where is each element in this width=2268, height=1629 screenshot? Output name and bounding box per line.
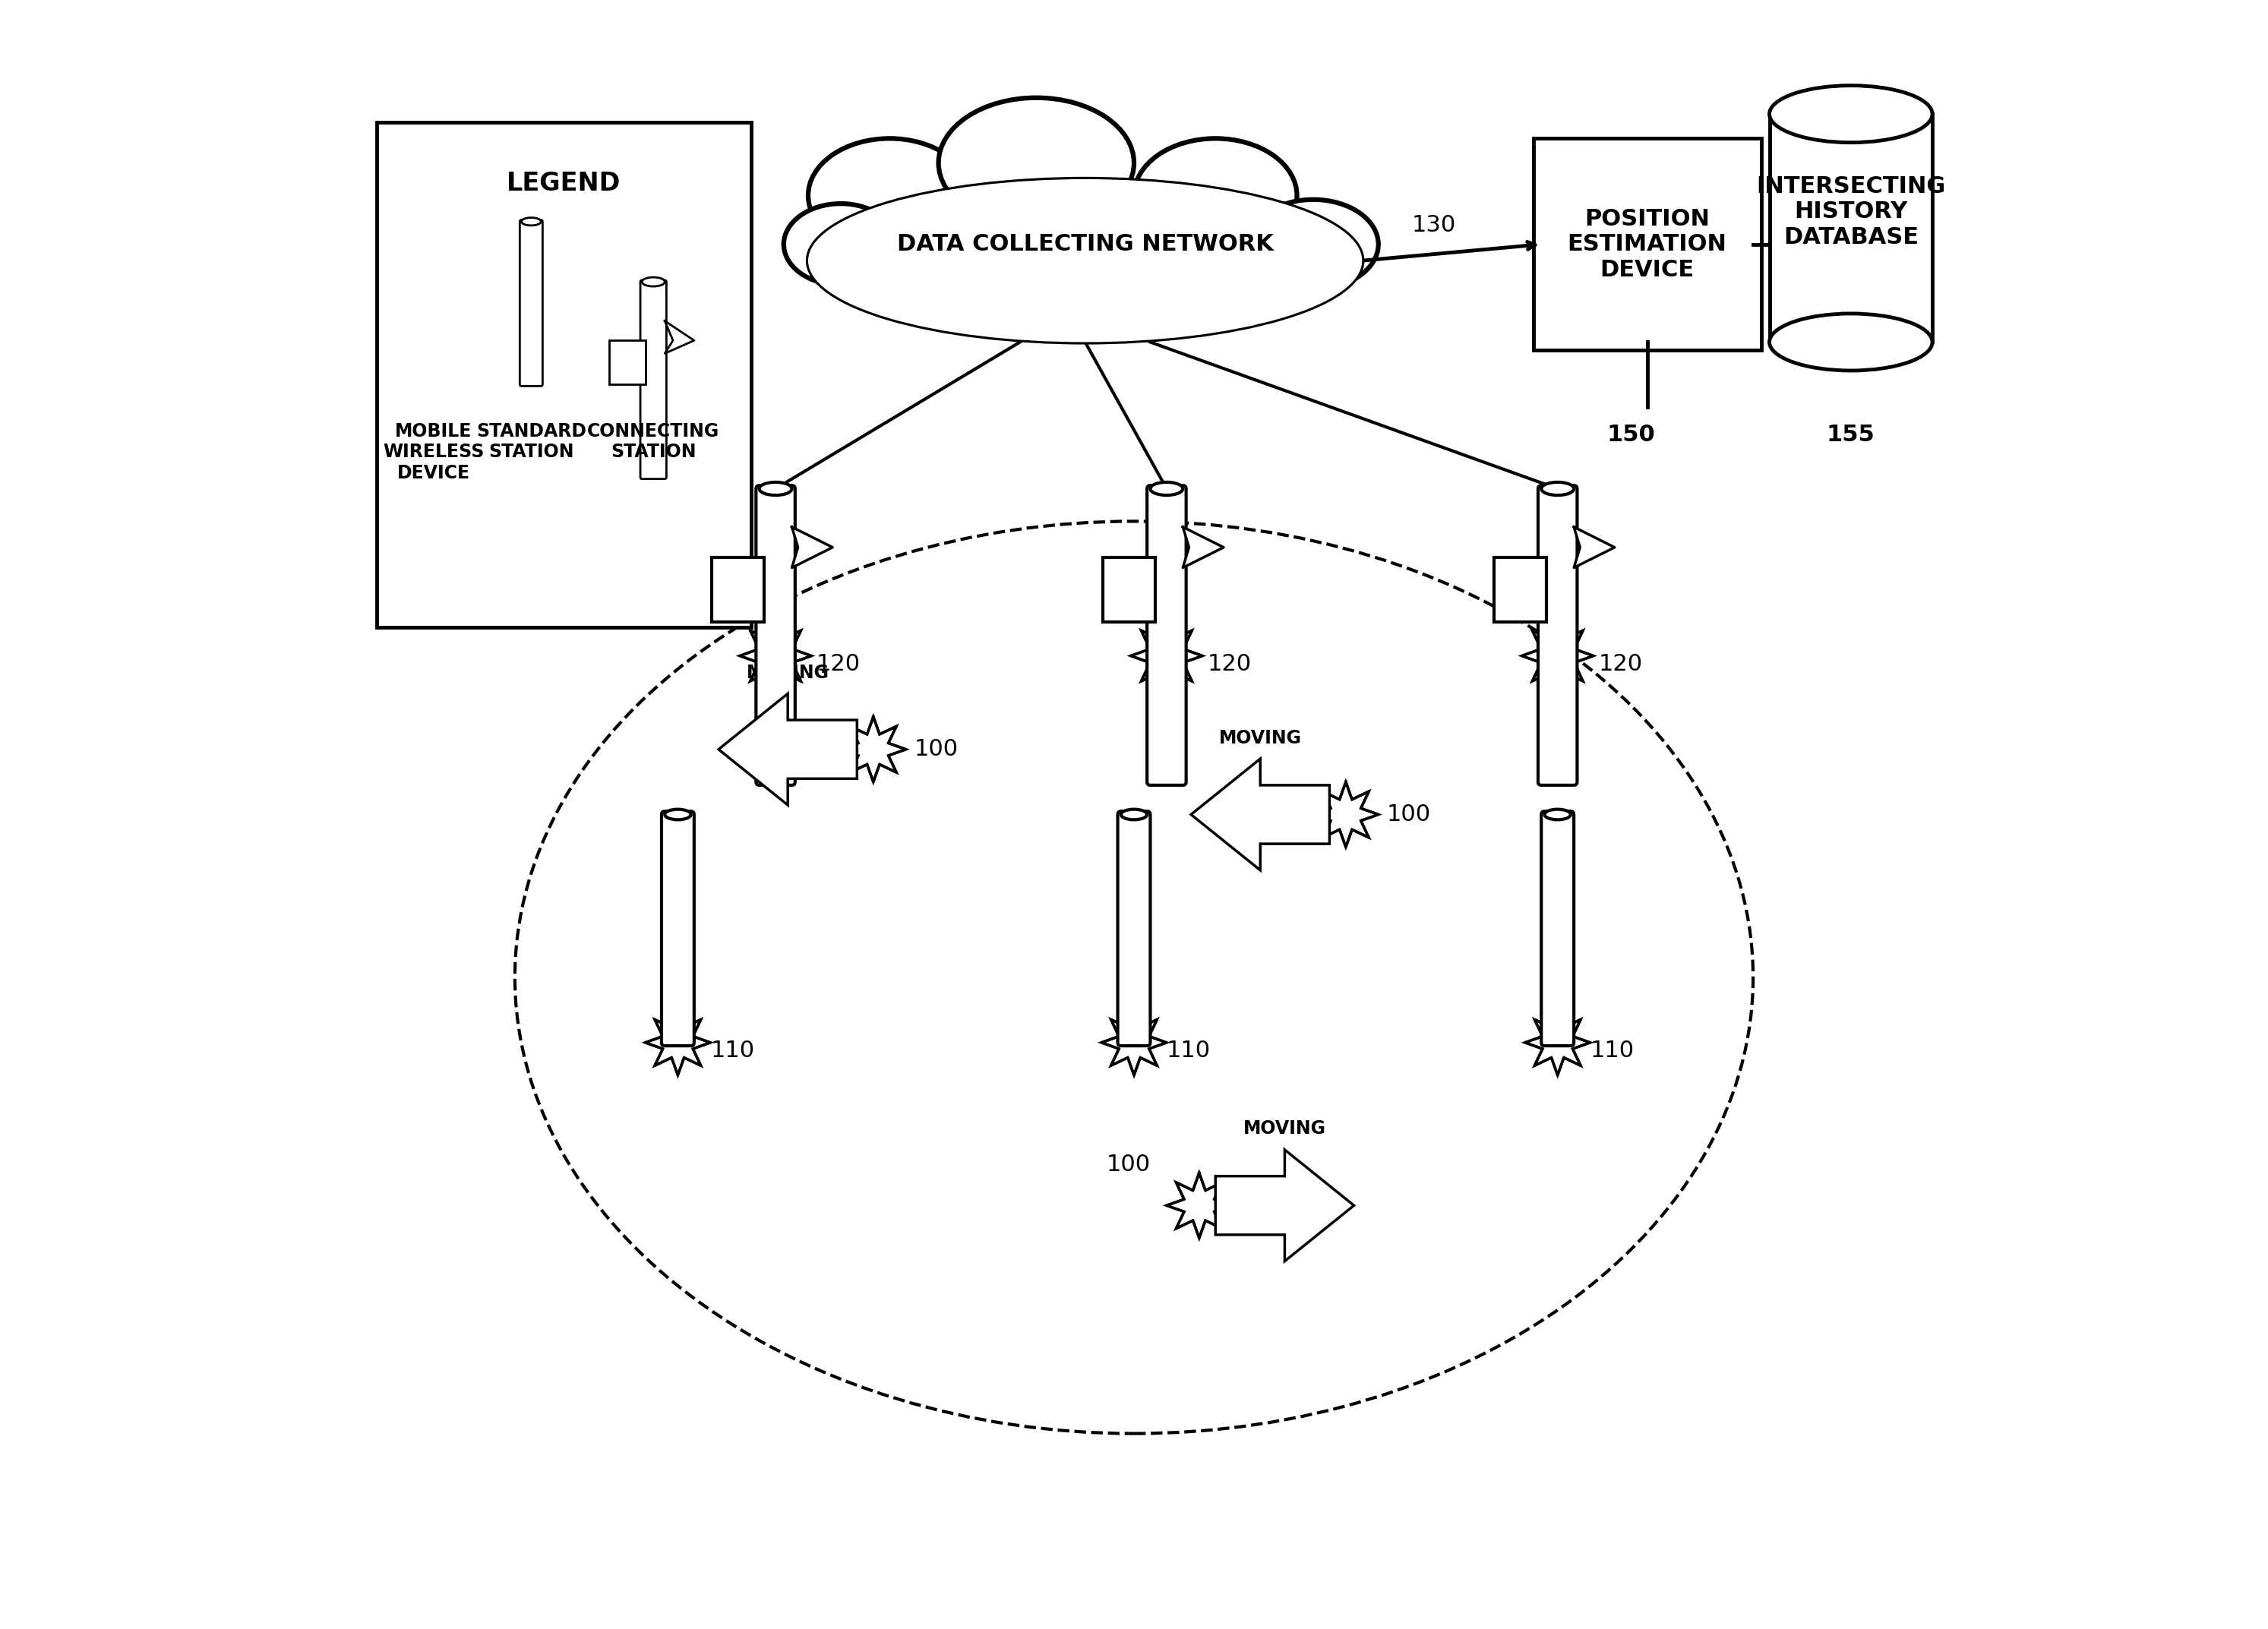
Ellipse shape (1134, 138, 1297, 252)
FancyBboxPatch shape (755, 485, 796, 785)
Ellipse shape (1769, 313, 1932, 370)
Text: DATA COLLECTING NETWORK: DATA COLLECTING NETWORK (896, 233, 1272, 256)
Text: 120: 120 (1599, 653, 1642, 674)
Text: POSITION
ESTIMATION
DEVICE: POSITION ESTIMATION DEVICE (1567, 209, 1726, 280)
Ellipse shape (1247, 200, 1379, 290)
Polygon shape (665, 321, 694, 353)
Text: 100: 100 (1107, 1153, 1150, 1176)
FancyBboxPatch shape (1102, 557, 1154, 622)
Polygon shape (1132, 621, 1202, 692)
Text: MOBILE
WIRELESS
DEVICE: MOBILE WIRELESS DEVICE (383, 422, 483, 482)
Ellipse shape (807, 138, 971, 252)
Text: 120: 120 (1207, 653, 1252, 674)
Text: MOVING: MOVING (746, 663, 830, 683)
Bar (1769, 114, 1932, 342)
Ellipse shape (665, 810, 692, 819)
Ellipse shape (1545, 810, 1572, 819)
FancyBboxPatch shape (610, 340, 644, 384)
Polygon shape (408, 340, 458, 389)
FancyBboxPatch shape (1542, 811, 1574, 1046)
Text: 110: 110 (710, 1039, 755, 1062)
FancyBboxPatch shape (376, 122, 751, 627)
Text: MOVING: MOVING (1243, 1119, 1327, 1139)
Polygon shape (792, 528, 832, 567)
FancyBboxPatch shape (519, 220, 542, 386)
Polygon shape (1216, 1150, 1354, 1261)
Ellipse shape (522, 218, 542, 225)
Text: 120: 120 (816, 653, 860, 674)
Polygon shape (1166, 1173, 1232, 1238)
Text: 110: 110 (1590, 1039, 1635, 1062)
Polygon shape (628, 394, 678, 443)
Ellipse shape (785, 204, 898, 285)
FancyBboxPatch shape (1533, 138, 1762, 350)
Ellipse shape (807, 179, 1363, 342)
Ellipse shape (642, 277, 665, 287)
Polygon shape (1524, 1010, 1590, 1075)
Polygon shape (739, 621, 812, 692)
Text: 130: 130 (1411, 213, 1456, 236)
Text: STANDARD
STATION: STANDARD STATION (476, 422, 585, 461)
Ellipse shape (1769, 85, 1932, 142)
FancyBboxPatch shape (1495, 557, 1547, 622)
Text: CONNECTING
STATION: CONNECTING STATION (587, 422, 719, 461)
Ellipse shape (1150, 482, 1184, 495)
Polygon shape (506, 360, 556, 409)
Ellipse shape (1542, 482, 1574, 495)
FancyBboxPatch shape (662, 811, 694, 1046)
Polygon shape (1522, 621, 1594, 692)
Text: 110: 110 (1166, 1039, 1211, 1062)
FancyBboxPatch shape (1538, 485, 1576, 785)
FancyBboxPatch shape (640, 280, 667, 479)
Polygon shape (841, 717, 905, 782)
Text: 100: 100 (1386, 803, 1431, 826)
FancyBboxPatch shape (1148, 485, 1186, 785)
Polygon shape (1191, 759, 1329, 870)
Text: 155: 155 (1826, 424, 1876, 446)
Polygon shape (1313, 782, 1379, 847)
Ellipse shape (807, 179, 1363, 342)
Polygon shape (644, 1010, 710, 1075)
Ellipse shape (760, 482, 792, 495)
Text: 100: 100 (914, 738, 957, 761)
Text: LEGEND: LEGEND (506, 171, 621, 195)
Text: 150: 150 (1606, 424, 1656, 446)
Ellipse shape (1120, 810, 1148, 819)
Polygon shape (1102, 1010, 1166, 1075)
FancyBboxPatch shape (1118, 811, 1150, 1046)
Text: MOVING: MOVING (1218, 728, 1302, 748)
Text: INTERSECTING
HISTORY
DATABASE: INTERSECTING HISTORY DATABASE (1755, 176, 1946, 248)
FancyBboxPatch shape (712, 557, 764, 622)
Polygon shape (719, 694, 857, 805)
Ellipse shape (939, 98, 1134, 228)
Polygon shape (1574, 528, 1615, 567)
Polygon shape (1184, 528, 1225, 567)
